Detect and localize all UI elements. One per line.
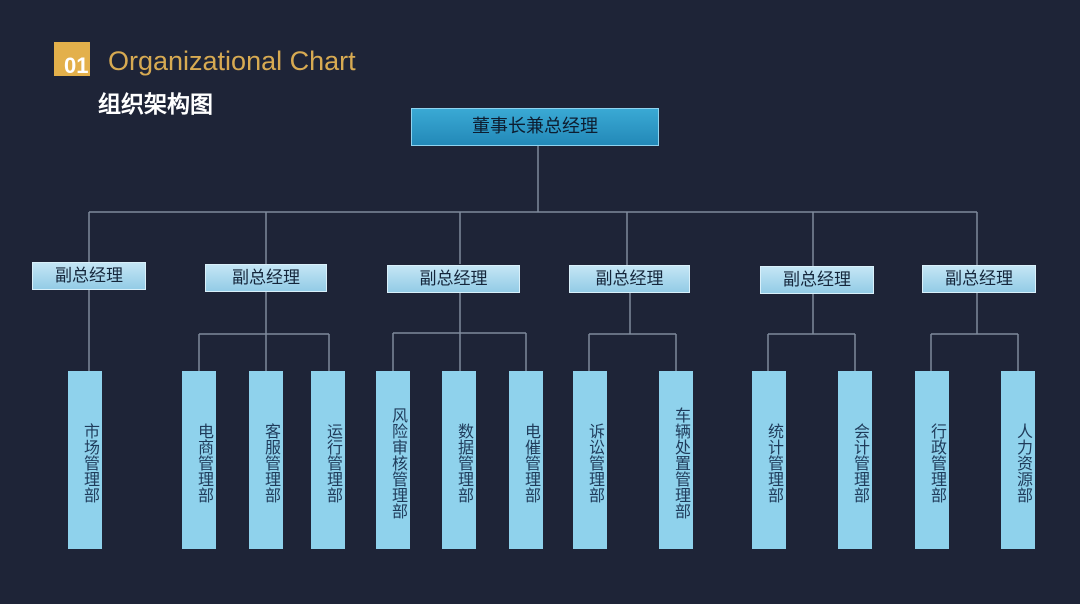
node-dept-human-resources: 人力资源部 — [1001, 371, 1035, 549]
section-badge — [54, 42, 90, 76]
page-subtitle: 组织架构图 — [98, 92, 213, 118]
node-vp-4: 副总经理 — [569, 265, 690, 293]
node-vp-2: 副总经理 — [205, 264, 327, 292]
node-dept-customer-service: 客服管理部 — [249, 371, 283, 549]
node-dept-operations: 运行管理部 — [311, 371, 345, 549]
node-dept-administration: 行政管理部 — [915, 371, 949, 549]
page-title: Organizational Chart — [108, 46, 356, 76]
node-dept-market: 市场管理部 — [68, 371, 102, 549]
node-vp-5: 副总经理 — [760, 266, 874, 294]
node-dept-collections: 电催管理部 — [509, 371, 543, 549]
section-number: 01 — [64, 53, 89, 78]
node-dept-risk-review: 风险审核管理部 — [376, 371, 410, 549]
node-dept-statistics: 统计管理部 — [752, 371, 786, 549]
node-vp-6: 副总经理 — [922, 265, 1036, 293]
node-dept-ecommerce: 电商管理部 — [182, 371, 216, 549]
node-vp-3: 副总经理 — [387, 265, 520, 293]
node-dept-vehicle-disposal: 车辆处置管理部 — [659, 371, 693, 549]
node-vp-1: 副总经理 — [32, 262, 146, 290]
node-dept-data: 数据管理部 — [442, 371, 476, 549]
node-dept-accounting: 会计管理部 — [838, 371, 872, 549]
node-chairman: 董事长兼总经理 — [411, 108, 659, 146]
node-dept-litigation: 诉讼管理部 — [573, 371, 607, 549]
